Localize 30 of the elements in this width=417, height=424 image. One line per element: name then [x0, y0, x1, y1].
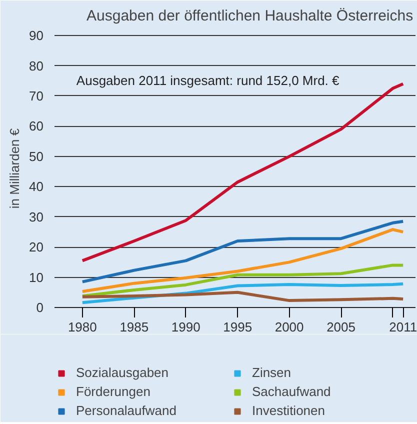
- annotation: Ausgaben 2011 insgesamt: rund 152,0 Mrd. €: [76, 72, 340, 88]
- legend-label: Sachaufwand: [252, 384, 332, 399]
- y-tick-label: 20: [29, 240, 44, 255]
- x-tick-label: 2000: [274, 320, 304, 334]
- x-tick-label: 1995: [223, 320, 252, 334]
- x-tick-label: 2011: [389, 320, 417, 334]
- chart-title: Ausgaben der öffentlichen Haushalte Österreichs: [86, 8, 414, 24]
- x-tick-label: 1985: [120, 320, 149, 334]
- y-tick-label: 50: [29, 148, 44, 164]
- legend-label: Personalaufwand: [76, 403, 178, 418]
- y-tick-label: 30: [29, 209, 44, 224]
- y-tick-label: 0: [36, 300, 44, 315]
- x-tick-label: 1980: [68, 320, 97, 334]
- legend-label: Investitionen: [252, 403, 326, 418]
- line-series: [80, 220, 405, 284]
- y-tick-label: 70: [29, 88, 44, 104]
- x-tick-label: 2005: [326, 320, 356, 334]
- line-series: [80, 228, 405, 293]
- y-tick-label: 60: [29, 118, 44, 134]
- y-axis-title: in Milliarden €: [7, 128, 22, 209]
- y-tick-label: 40: [29, 179, 44, 194]
- line-series: [80, 264, 405, 298]
- legend-label: Zinsen: [252, 365, 292, 380]
- line-series: [80, 290, 405, 302]
- legend-label: Sozialausgaben: [76, 365, 170, 380]
- y-tick-label: 10: [29, 270, 44, 285]
- y-tick-label: 90: [29, 28, 44, 44]
- y-tick-label: 80: [29, 58, 44, 74]
- x-tick-label: 1990: [171, 320, 200, 334]
- legend-label: Förderungen: [76, 384, 152, 399]
